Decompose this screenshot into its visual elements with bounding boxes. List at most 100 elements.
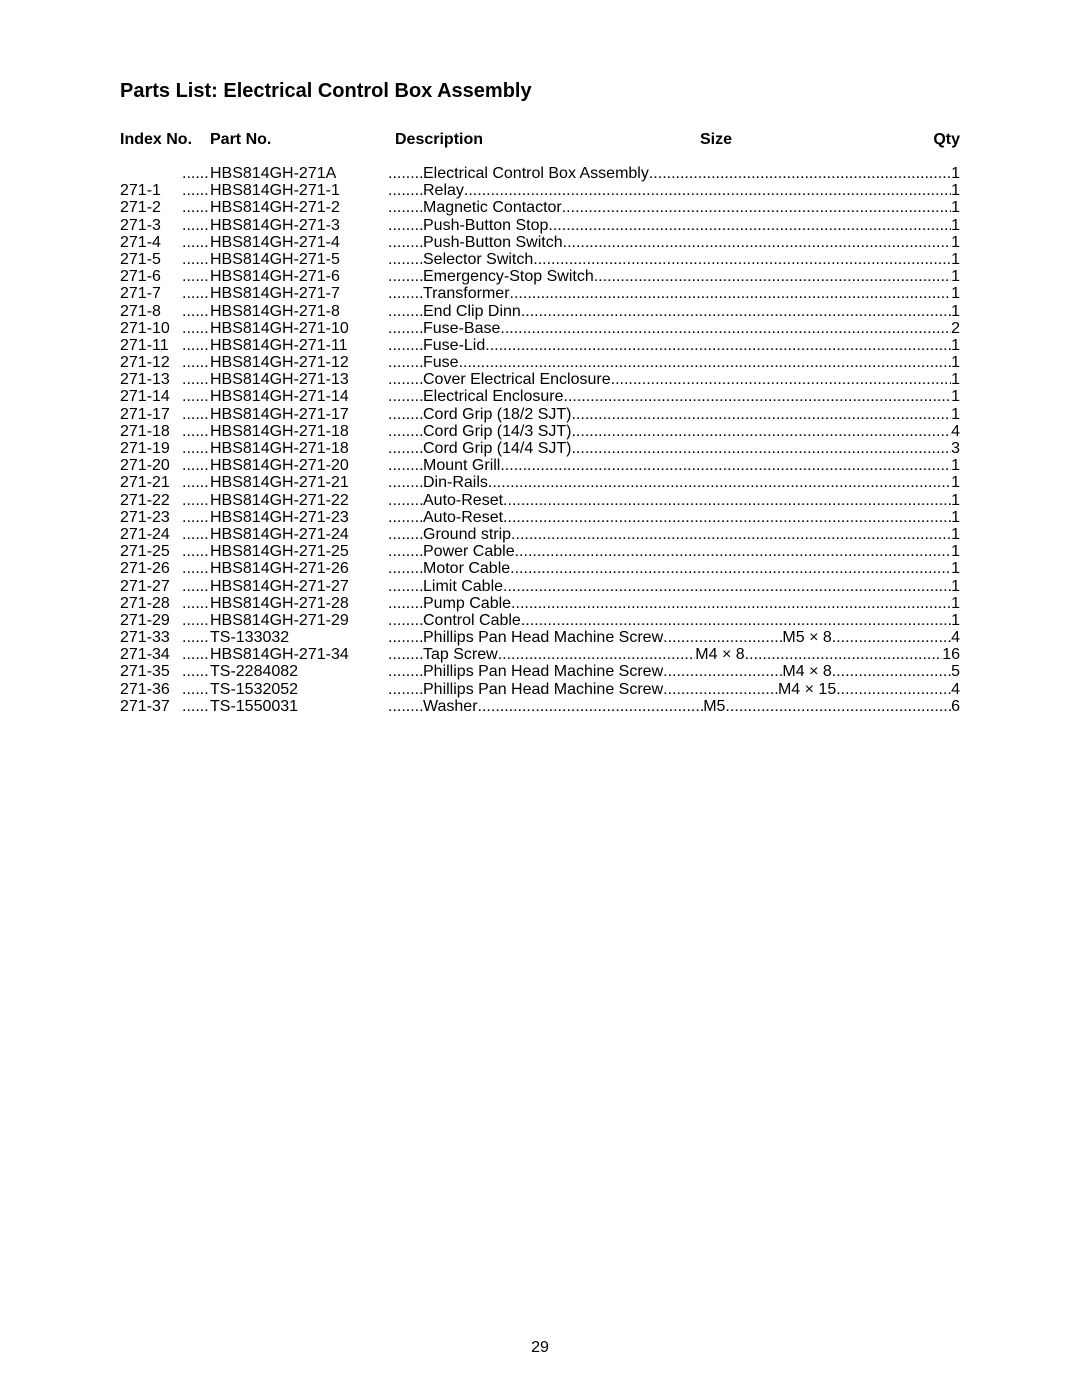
cell-description: Mount Grill xyxy=(423,457,500,474)
leader-dots xyxy=(649,165,951,182)
cell-qty: 5 xyxy=(951,663,960,680)
cell-size: M5 xyxy=(703,698,725,715)
leader-dots xyxy=(182,388,210,405)
leader-dots xyxy=(498,646,696,663)
header-description: Description xyxy=(395,131,483,149)
cell-qty: 1 xyxy=(951,509,960,526)
leader-dots xyxy=(388,371,423,388)
table-row: 271-7HBS814GH-271-7Transformer1 xyxy=(120,285,960,302)
leader-dots xyxy=(388,698,423,715)
table-row: 271-18HBS814GH-271-18Cord Grip (14/3 SJT… xyxy=(120,423,960,440)
table-row: 271-4HBS814GH-271-4Push-Button Switch1 xyxy=(120,234,960,251)
cell-index: 271-17 xyxy=(120,406,182,423)
table-row: 271-34HBS814GH-271-34Tap Screw M4 × 816 xyxy=(120,646,960,663)
cell-qty: 1 xyxy=(951,595,960,612)
cell-qty: 1 xyxy=(951,337,960,354)
header-qty: Qty xyxy=(933,131,960,149)
cell-qty: 1 xyxy=(951,285,960,302)
leader-dots xyxy=(459,354,952,371)
cell-description: Cord Grip (18/2 SJT) xyxy=(423,406,571,423)
table-row: 271-22HBS814GH-271-22Auto-Reset1 xyxy=(120,492,960,509)
cell-description: Transformer xyxy=(423,285,510,302)
table-row: 271-5HBS814GH-271-5Selector Switch1 xyxy=(120,251,960,268)
cell-qty: 4 xyxy=(951,681,960,698)
leader-dots xyxy=(500,320,951,337)
leader-dots xyxy=(388,285,423,302)
leader-dots xyxy=(182,337,210,354)
leader-dots xyxy=(182,578,210,595)
leader-dots xyxy=(832,663,951,680)
cell-index: 271-12 xyxy=(120,354,182,371)
leader-dots xyxy=(510,560,951,577)
page-number: 29 xyxy=(0,1339,1080,1357)
leader-dots xyxy=(182,560,210,577)
leader-dots xyxy=(388,217,423,234)
table-row: 271-17HBS814GH-271-17Cord Grip (18/2 SJT… xyxy=(120,406,960,423)
cell-description: Din-Rails xyxy=(423,474,488,491)
cell-description: Fuse-Lid xyxy=(423,337,485,354)
cell-qty: 1 xyxy=(951,251,960,268)
cell-index: 271-4 xyxy=(120,234,182,251)
cell-description: Tap Screw xyxy=(423,646,498,663)
cell-description: Electrical Enclosure xyxy=(423,388,564,405)
leader-dots xyxy=(563,234,951,251)
cell-description: Magnetic Contactor xyxy=(423,199,562,216)
leader-dots xyxy=(562,199,951,216)
leader-dots xyxy=(182,612,210,629)
leader-dots xyxy=(182,698,210,715)
leader-dots xyxy=(388,629,423,646)
leader-dots xyxy=(182,303,210,320)
table-row: 271-3HBS814GH-271-3Push-Button Stop1 xyxy=(120,217,960,234)
cell-part: HBS814GH-271-26 xyxy=(210,560,388,577)
cell-index: 271-7 xyxy=(120,285,182,302)
leader-dots xyxy=(182,526,210,543)
table-row: 271-13HBS814GH-271-13Cover Electrical En… xyxy=(120,371,960,388)
leader-dots xyxy=(182,406,210,423)
cell-index: 271-3 xyxy=(120,217,182,234)
table-row: 271-8HBS814GH-271-8End Clip Dinn1 xyxy=(120,303,960,320)
cell-qty: 1 xyxy=(951,543,960,560)
cell-index: 271-1 xyxy=(120,182,182,199)
leader-dots xyxy=(488,474,951,491)
page-title: Parts List: Electrical Control Box Assem… xyxy=(120,80,960,103)
cell-qty: 4 xyxy=(951,423,960,440)
leader-dots xyxy=(611,371,951,388)
table-row: 271-36TS-1532052Phillips Pan Head Machin… xyxy=(120,681,960,698)
cell-index: 271-19 xyxy=(120,440,182,457)
cell-index: 271-35 xyxy=(120,663,182,680)
cell-part: HBS814GH-271-34 xyxy=(210,646,388,663)
page: Parts List: Electrical Control Box Assem… xyxy=(0,0,1080,1397)
cell-index: 271-23 xyxy=(120,509,182,526)
cell-part: TS-133032 xyxy=(210,629,388,646)
cell-part: TS-1550031 xyxy=(210,698,388,715)
table-row: 271-25HBS814GH-271-25Power Cable1 xyxy=(120,543,960,560)
cell-qty: 1 xyxy=(951,182,960,199)
leader-dots xyxy=(388,474,423,491)
leader-dots xyxy=(521,612,951,629)
leader-dots xyxy=(571,423,951,440)
leader-dots xyxy=(182,681,210,698)
cell-part: HBS814GH-271-11 xyxy=(210,337,388,354)
cell-qty: 1 xyxy=(951,303,960,320)
leader-dots xyxy=(182,595,210,612)
cell-part: HBS814GH-271-10 xyxy=(210,320,388,337)
table-row: 271-37TS-1550031Washer M56 xyxy=(120,698,960,715)
cell-part: HBS814GH-271-21 xyxy=(210,474,388,491)
leader-dots xyxy=(571,440,951,457)
leader-dots xyxy=(182,509,210,526)
cell-part: HBS814GH-271-14 xyxy=(210,388,388,405)
leader-dots xyxy=(571,406,951,423)
leader-dots xyxy=(182,251,210,268)
cell-index: 271-25 xyxy=(120,543,182,560)
leader-dots xyxy=(511,526,951,543)
table-row: 271-2HBS814GH-271-2Magnetic Contactor1 xyxy=(120,199,960,216)
table-row: 271-6HBS814GH-271-6Emergency-Stop Switch… xyxy=(120,268,960,285)
cell-part: HBS814GH-271-23 xyxy=(210,509,388,526)
table-row: 271-19HBS814GH-271-18Cord Grip (14/4 SJT… xyxy=(120,440,960,457)
leader-dots xyxy=(388,165,423,182)
cell-index: 271-33 xyxy=(120,629,182,646)
table-row: 271-20HBS814GH-271-20Mount Grill1 xyxy=(120,457,960,474)
cell-part: HBS814GH-271-24 xyxy=(210,526,388,543)
leader-dots xyxy=(388,457,423,474)
cell-part: HBS814GH-271A xyxy=(210,165,388,182)
